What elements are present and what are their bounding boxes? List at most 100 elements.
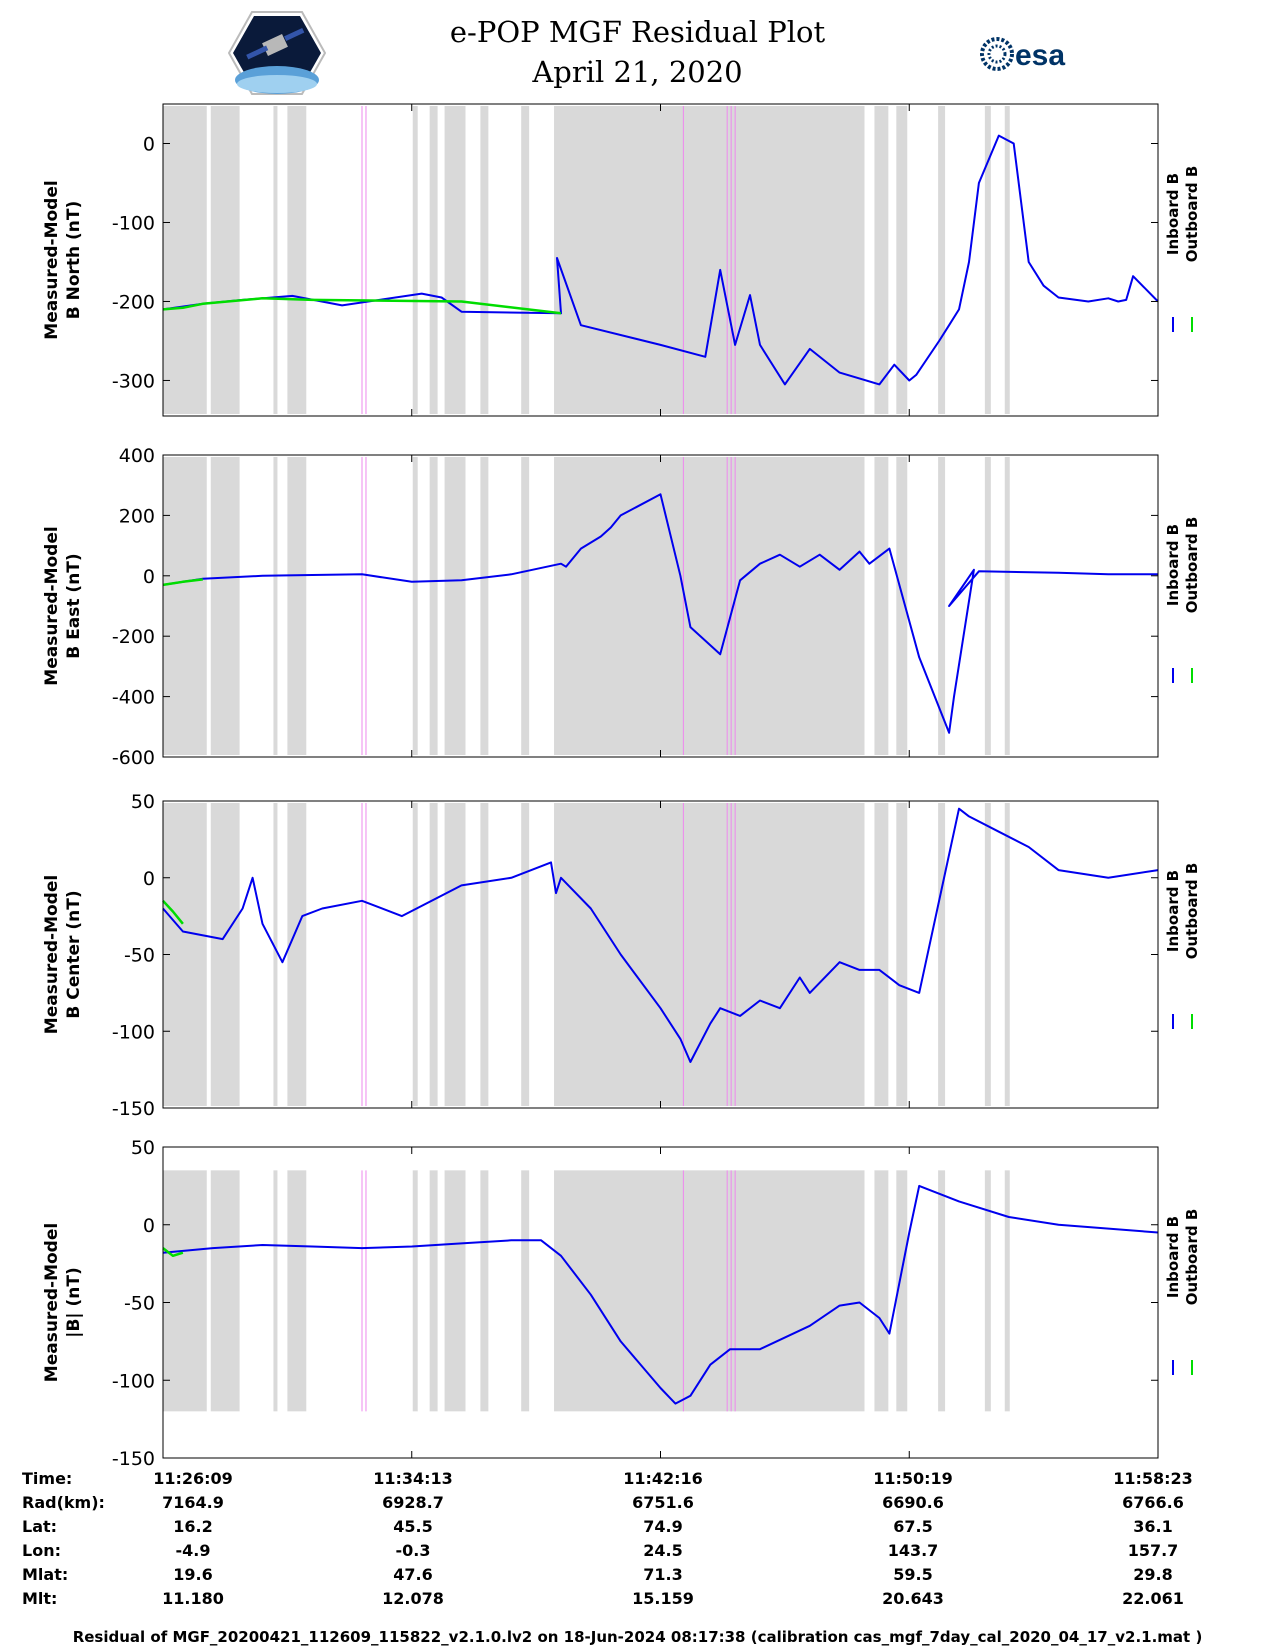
shaded-interval (163, 457, 207, 755)
shaded-interval (984, 1170, 991, 1412)
shaded-interval (210, 1170, 240, 1412)
shaded-interval (287, 106, 307, 414)
table-cell: 19.6 (173, 1565, 213, 1584)
shaded-interval (480, 1170, 489, 1412)
y-axis-label: Measured-Model (42, 1223, 62, 1382)
series-outboard (162, 899, 184, 925)
y-tick-label: 400 (119, 445, 155, 467)
series-inboard (162, 493, 1158, 734)
y-tick-label: -50 (124, 945, 155, 967)
shaded-interval (273, 1170, 278, 1412)
y-tick-label: -50 (124, 1293, 155, 1315)
table-cell: 11.180 (162, 1589, 224, 1608)
shaded-interval (444, 106, 466, 414)
shaded-interval (480, 803, 489, 1106)
esa-logo: esa (980, 37, 1065, 72)
series-inboard (162, 134, 1159, 386)
shaded-interval (938, 457, 946, 755)
table-cell: 36.1 (1133, 1517, 1173, 1536)
y-tick-label: -300 (112, 370, 155, 392)
panel-3: 50 0 -50 -100 -150 Measured-Model B Center (nT… (42, 791, 1201, 1120)
svg-text:esa: esa (1015, 39, 1065, 72)
shaded-interval (938, 106, 946, 414)
shaded-interval (429, 106, 438, 414)
table-cell: 157.7 (1127, 1541, 1179, 1560)
y-tick-label: -200 (112, 291, 155, 313)
shaded-interval (554, 106, 865, 414)
y-tick-label: 50 (131, 1137, 155, 1159)
table-cell: 7164.9 (162, 1493, 224, 1512)
y-tick-label: 0 (143, 133, 155, 155)
table-cell: 29.8 (1133, 1565, 1173, 1584)
table-cell: 6928.7 (382, 1493, 444, 1512)
y-axis-label: Measured-Model (42, 526, 62, 685)
series-outboard (162, 578, 203, 587)
shaded-interval (273, 106, 278, 414)
table-cell: 71.3 (643, 1565, 683, 1584)
shaded-interval (984, 457, 991, 755)
shaded-interval (210, 803, 240, 1106)
shaded-interval (210, 457, 240, 755)
table-cell: 12.078 (382, 1589, 444, 1608)
series-outboard (162, 1247, 184, 1258)
shaded-interval (163, 1170, 207, 1412)
footer-caption: Residual of MGF_20200421_112609_115822_v… (72, 1628, 1203, 1646)
shaded-interval (444, 457, 466, 755)
y-axis-label: B East (nT) (64, 553, 84, 658)
shaded-interval (273, 803, 278, 1106)
shaded-interval (429, 457, 438, 755)
shaded-interval (896, 803, 908, 1106)
shaded-interval (412, 106, 418, 414)
shaded-interval (874, 106, 889, 414)
y-tick-label: -100 (112, 1021, 155, 1043)
y-tick-label: 0 (143, 868, 155, 890)
table-cell: 15.159 (632, 1589, 694, 1608)
table-cell: 74.9 (643, 1517, 683, 1536)
shaded-interval (554, 803, 865, 1106)
y-axis-label: |B| (nT) (64, 1267, 84, 1338)
shaded-interval (554, 457, 865, 755)
shaded-interval (521, 106, 530, 414)
y-tick-label: -400 (112, 687, 155, 709)
shaded-interval (984, 803, 991, 1106)
shaded-interval (444, 1170, 466, 1412)
shaded-interval (412, 457, 418, 755)
shaded-interval (273, 457, 278, 755)
shaded-interval (444, 803, 466, 1106)
y-axis-label: Measured-Model (42, 875, 62, 1034)
table-cell: 47.6 (393, 1565, 433, 1584)
y-tick-label: 0 (143, 1215, 155, 1237)
shaded-interval (896, 106, 908, 414)
legend-outboard-label: Outboard B (1183, 1209, 1201, 1306)
series-inboard (162, 807, 1159, 1063)
table-cell: 143.7 (887, 1541, 939, 1560)
row-label-time: Time: (22, 1469, 73, 1488)
table-cell: 22.061 (1122, 1589, 1184, 1608)
shaded-interval (287, 1170, 307, 1412)
table-cell: 16.2 (173, 1517, 213, 1536)
shaded-interval (554, 1170, 865, 1412)
panel-4: 50 0 -50 -100 -150 Measured-Model |B| (nT) Inbo… (42, 1137, 1201, 1470)
shaded-interval (521, 803, 530, 1106)
table-cell: 20.643 (882, 1589, 944, 1608)
shaded-interval (874, 803, 889, 1106)
shaded-interval (163, 106, 207, 414)
table-cell: 6766.6 (1122, 1493, 1184, 1512)
y-axis-label: B Center (nT) (64, 890, 84, 1018)
plot-date: April 21, 2020 (532, 55, 743, 89)
legend-outboard-label: Outboard B (1183, 863, 1201, 960)
y-tick-label: -600 (112, 747, 155, 769)
shaded-interval (896, 1170, 908, 1412)
y-tick-label: 200 (119, 505, 155, 527)
row-label-mlat: Mlat: (22, 1565, 69, 1584)
table-cell: 11:50:19 (873, 1469, 953, 1488)
table-cell: 11:26:09 (153, 1469, 233, 1488)
table-cell: 6751.6 (632, 1493, 694, 1512)
row-label-lat: Lat: (22, 1517, 58, 1536)
y-tick-label: -150 (112, 1098, 155, 1120)
table-cell: 11:58:23 (1113, 1469, 1193, 1488)
y-tick-label: 50 (131, 791, 155, 813)
y-tick-label: 0 (143, 566, 155, 588)
panel-2: 400 200 0 -200 -400 -600 Measured-Model B East … (42, 445, 1201, 769)
